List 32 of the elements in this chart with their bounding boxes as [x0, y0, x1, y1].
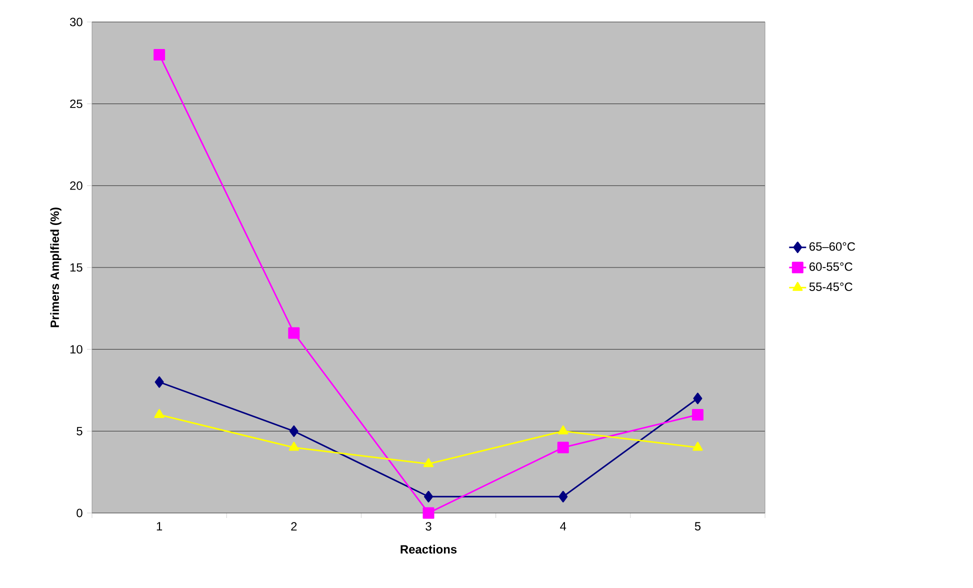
y-tick-label: 25: [70, 100, 82, 108]
legend-label: 60-55°C: [809, 262, 852, 271]
y-tick-label: 15: [70, 263, 82, 272]
point: [558, 425, 568, 434]
point: [288, 442, 299, 451]
x-axis-title: Reactions: [400, 544, 457, 554]
y-tick-label: 5: [76, 426, 82, 436]
point: [692, 442, 703, 451]
point: [693, 392, 702, 404]
point: [557, 442, 569, 454]
point: [154, 48, 166, 60]
legend-label: 55-45°C: [809, 282, 852, 291]
point: [154, 409, 164, 418]
x-tick-label: 2: [291, 522, 297, 531]
y-tick-label: 0: [76, 508, 82, 518]
y-axis-title: Primers Amplfied (%): [50, 208, 62, 328]
x-tick-label: 4: [560, 522, 566, 530]
point: [154, 376, 164, 388]
y-tick-label: 30: [70, 18, 82, 26]
legend-label: 65–60°C: [809, 242, 856, 251]
y-tick-label: 20: [70, 181, 82, 190]
x-tick-label: 3: [426, 522, 432, 531]
y-tick-label: 10: [70, 345, 82, 354]
x-tick-label: 5: [694, 522, 701, 531]
point: [558, 490, 568, 502]
point: [289, 425, 298, 437]
point: [424, 490, 434, 502]
point: [288, 327, 300, 339]
point: [692, 409, 704, 421]
point: [423, 458, 434, 468]
point: [422, 507, 434, 519]
x-tick-label: 1: [156, 522, 162, 530]
